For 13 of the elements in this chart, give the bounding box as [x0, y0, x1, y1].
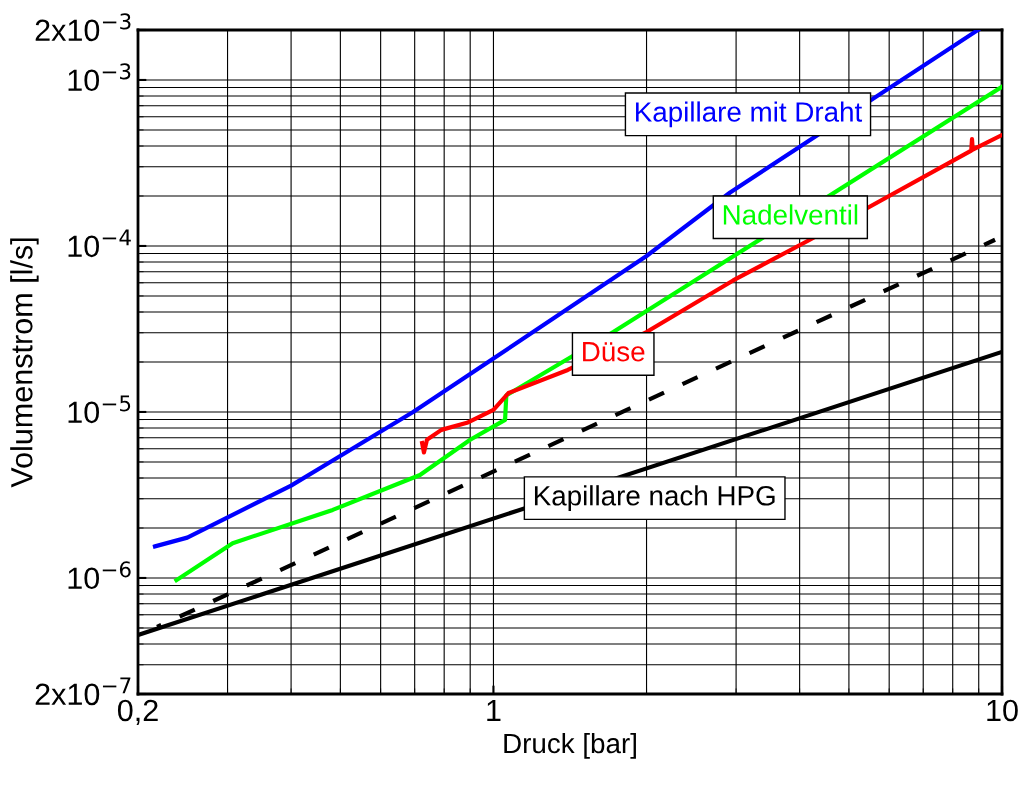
series-label: Kapillare mit Draht	[636, 101, 863, 128]
y-tick-label: 10$^{−5}$	[68, 395, 131, 424]
y-tick-label: 10$^{−4}$	[68, 229, 131, 258]
x-tick-label: 1	[487, 699, 501, 721]
x-tick-label: 10	[987, 699, 1018, 722]
series-label: Nadelventil	[723, 204, 858, 225]
y-tick-label: 10$^{−3}$	[68, 63, 131, 92]
series-label: Düse	[583, 342, 645, 362]
x-axis-title: Druck [bar]	[504, 732, 636, 759]
y-tick-label: 10$^{−6}$	[68, 561, 131, 590]
series-label: Kapillare nach HPG	[534, 485, 775, 512]
y-axis-title: Volumenstrom [l/s]	[10, 238, 39, 488]
y-tick-label: 2x10$^{−3}$	[35, 13, 131, 42]
